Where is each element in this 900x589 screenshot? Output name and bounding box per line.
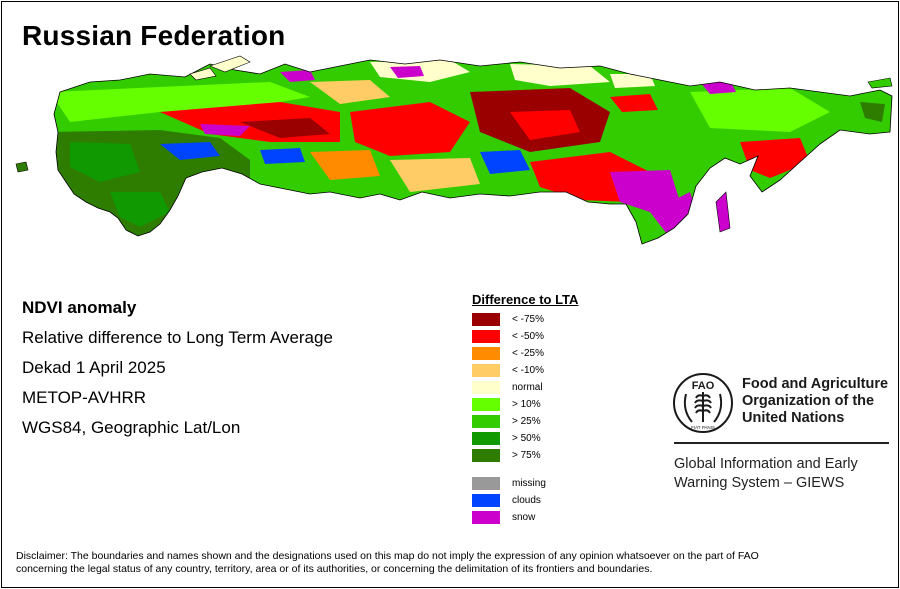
legend-swatch [472, 363, 500, 377]
legend-label: > 10% [512, 398, 541, 410]
legend-label: > 50% [512, 432, 541, 444]
legend-label: < -25% [512, 347, 544, 359]
disclaimer-line: Disclaimer: The boundaries and names sho… [16, 550, 759, 562]
legend-swatch [472, 329, 500, 343]
info-projection: WGS84, Geographic Lat/Lon [22, 418, 241, 437]
legend-swatch [472, 510, 500, 524]
legend-item-snow: snow [472, 510, 535, 524]
legend-label: > 25% [512, 415, 541, 427]
legend-item: > 50% [472, 431, 541, 445]
legend-label: < -10% [512, 364, 544, 376]
fao-logo-icon: FAO FIAT PANIS [673, 373, 733, 433]
legend-label: snow [512, 511, 536, 523]
fao-organization-name: Food and Agriculture Organization of the… [742, 376, 888, 427]
legend-label: missing [512, 477, 546, 489]
legend-label: > 75% [512, 449, 541, 461]
legend-item-missing: missing [472, 476, 546, 490]
giews-line: Global Information and Early [674, 456, 858, 472]
fao-name-line: Organization of the [742, 393, 875, 409]
legend-item: < -50% [472, 329, 544, 343]
info-title: NDVI anomaly [22, 298, 137, 317]
legend-item: normal [472, 380, 543, 394]
legend-swatch [472, 431, 500, 445]
legend-swatch [472, 346, 500, 360]
legend-item: < -75% [472, 312, 544, 326]
fao-divider [674, 442, 889, 444]
legend-item: < -10% [472, 363, 544, 377]
legend-label: < -75% [512, 313, 544, 325]
disclaimer-line: concerning the legal status of any count… [16, 563, 653, 575]
legend-item: > 10% [472, 397, 541, 411]
info-sensor: METOP-AVHRR [22, 388, 147, 407]
legend-swatch [472, 448, 500, 462]
info-dekad: Dekad 1 April 2025 [22, 358, 166, 377]
giews-line: Warning System – GIEWS [674, 475, 845, 491]
giews-name: Global Information and Early Warning Sys… [674, 455, 858, 493]
legend-title: Difference to LTA [472, 292, 579, 307]
legend-swatch [472, 312, 500, 326]
fao-logo-letters: FAO [692, 380, 715, 392]
ndvi-anomaly-map [15, 55, 893, 245]
legend-label: clouds [512, 494, 541, 506]
legend-item: > 25% [472, 414, 541, 428]
info-subtitle: Relative difference to Long Term Average [22, 328, 333, 347]
legend-swatch [472, 476, 500, 490]
disclaimer: Disclaimer: The boundaries and names sho… [16, 550, 886, 576]
legend-swatch [472, 397, 500, 411]
legend-swatch [472, 493, 500, 507]
fao-name-line: United Nations [742, 410, 845, 426]
legend-item-clouds: clouds [472, 493, 541, 507]
legend-label: normal [512, 381, 543, 393]
map-title: Russian Federation [22, 20, 286, 51]
fao-name-line: Food and Agriculture [742, 376, 889, 392]
legend-swatch [472, 380, 500, 394]
fao-logo-motto: FIAT PANIS [691, 425, 715, 430]
legend-label: < -50% [512, 330, 544, 342]
legend-item: > 75% [472, 448, 541, 462]
map-area [10, 52, 895, 252]
legend-swatch [472, 414, 500, 428]
legend-item: < -25% [472, 346, 544, 360]
